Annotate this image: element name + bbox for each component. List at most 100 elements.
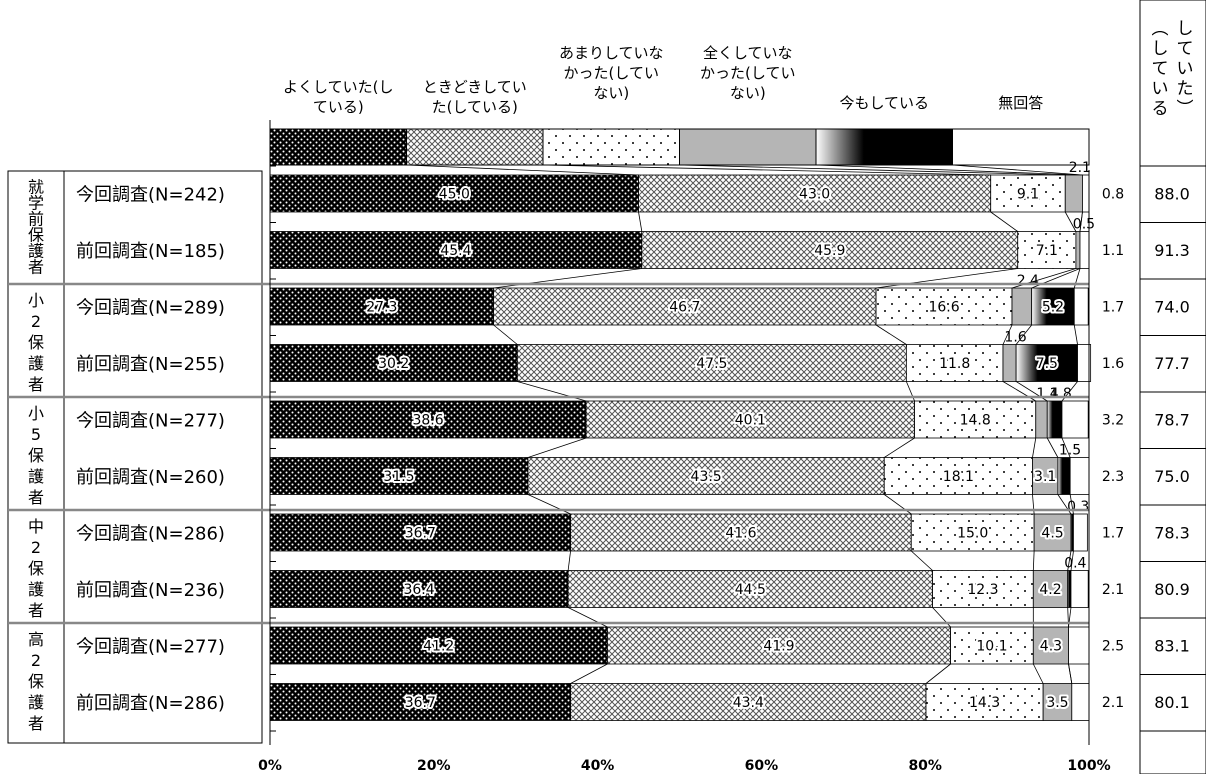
connector-line [567, 550, 571, 571]
group-label-char: 2 [31, 538, 41, 557]
no-answer-label: 0.8 [1102, 187, 1124, 203]
legend-label-3: かった(してい [564, 64, 659, 82]
no-answer-label: 1.7 [1102, 300, 1124, 316]
connector-lines [406, 164, 1083, 684]
connector-line [925, 663, 951, 684]
bar-segment [570, 683, 927, 721]
connector-line [1032, 437, 1037, 458]
bar-segment [1073, 513, 1088, 552]
connector-line [990, 211, 1018, 232]
bar-segment [1017, 231, 1077, 269]
group-label-char: 就 [28, 178, 44, 197]
connector-line [1032, 550, 1035, 571]
segment-value-label: 1.5 [1059, 443, 1081, 459]
segment-value-label: 36.4 [403, 582, 434, 598]
segment-value-label: 3.1 [1034, 469, 1056, 485]
bar-segment [493, 287, 877, 326]
bar-segment [1073, 287, 1089, 326]
group-label-char: 保 [28, 226, 44, 245]
bar-segment [1032, 570, 1069, 608]
bar-segment [990, 174, 1066, 213]
segment-value-label: 0.5 [1073, 217, 1095, 233]
connector-line [1068, 663, 1073, 684]
segment-value-label: 45.0 [439, 187, 470, 203]
bar-segment [1002, 344, 1017, 382]
legend-swatch-6 [952, 128, 1090, 166]
bar-segment [269, 626, 608, 665]
legend-label-2: ときどきしてい [423, 78, 527, 96]
connector-line [911, 550, 933, 571]
total-header-char: ︶ [1177, 99, 1194, 119]
legend-label-5: 今もしている [839, 94, 929, 112]
x-tick-label: 100% [1067, 758, 1110, 774]
total-value: 78.7 [1154, 411, 1190, 430]
connector-line [679, 164, 1066, 176]
x-tick-label: 0% [258, 758, 282, 774]
total-value: 77.7 [1154, 354, 1190, 373]
group-label-char: 保 [28, 672, 44, 691]
segment-value-label: 16.6 [928, 300, 959, 316]
row-label: 前回調査(N=286) [76, 693, 225, 714]
segment-value-label: 44.5 [735, 582, 766, 598]
total-header-char: ︵ [1152, 19, 1169, 39]
legend-label-4: かった(してい [700, 64, 795, 82]
group-label-char: 5 [31, 425, 41, 444]
connector-line [1073, 324, 1078, 345]
segment-value-label: 30.2 [378, 356, 409, 372]
no-answer-label: 2.5 [1102, 639, 1124, 655]
segment-value-label: 15.0 [957, 526, 988, 542]
row-label: 今回調査(N=289) [76, 298, 225, 319]
connector-line [1032, 663, 1044, 684]
bar-segment [269, 400, 587, 439]
bar-segment [1031, 287, 1075, 326]
no-answer-label: 1.7 [1102, 526, 1124, 542]
no-answer-label: 3.2 [1102, 413, 1124, 429]
legend-label-6: 無回答 [998, 94, 1043, 112]
data-labels: 45.0 43.0 9.1 2.1 0.8 45.4 45.9 7.1 0.5 1.1 27.3 46… [364, 160, 1124, 713]
bar-segment [1071, 683, 1090, 721]
connector-line [406, 164, 639, 176]
total-value: 80.9 [1154, 580, 1190, 599]
group-label-char: 護 [28, 354, 44, 373]
bar-segment [950, 626, 1034, 665]
bar-segment [570, 513, 912, 552]
x-tick-label: 40% [581, 758, 615, 774]
group-label-char: 高 [28, 630, 44, 649]
segment-value-label: 45.9 [814, 243, 845, 259]
segment-value-label: 41.2 [423, 639, 454, 655]
bar-segment [905, 344, 1004, 382]
connector-line [875, 324, 907, 345]
segment-value-label: 4.3 [1040, 639, 1062, 655]
segment-value-label: 5.2 [1042, 300, 1064, 316]
total-header-char: て [1152, 59, 1169, 79]
segment-value-label: 14.8 [960, 413, 991, 429]
legend-label-2: た(している) [432, 98, 518, 116]
legend-swatch-1 [269, 128, 407, 166]
bar-segment [1061, 400, 1089, 439]
group-label-char: 者 [28, 375, 44, 394]
bar-segment [269, 513, 571, 552]
group-label-char: 小 [28, 404, 44, 423]
bar-segment [269, 344, 518, 382]
total-header-char: い [1177, 59, 1194, 79]
segment-value-label: 18.1 [943, 469, 974, 485]
bar-segment [910, 513, 1035, 552]
legend-swatch-4 [679, 128, 817, 166]
row-label-frame [7, 170, 263, 744]
bar-segment [1032, 626, 1069, 665]
group-label-char: 2 [31, 651, 41, 670]
connector-line [815, 164, 1083, 176]
bar-segment [914, 400, 1037, 439]
bar-segment [1067, 570, 1072, 608]
row-label: 今回調査(N=286) [76, 524, 225, 545]
legend-swatch-5 [815, 128, 953, 166]
group-label-char: 2 [31, 312, 41, 331]
bar-segment [269, 457, 529, 495]
total-header-char: て [1177, 39, 1194, 59]
group-label-char: 保 [28, 446, 44, 465]
row-label: 前回調査(N=260) [76, 467, 225, 488]
group-label-char: 小 [28, 291, 44, 310]
segment-value-label: 38.6 [412, 413, 443, 429]
connector-line [884, 437, 915, 458]
connector-line [1046, 437, 1059, 458]
